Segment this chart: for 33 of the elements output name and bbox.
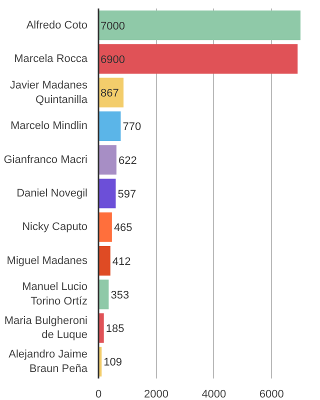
data-label: 353 (110, 289, 130, 302)
data-label: 412 (112, 256, 131, 268)
x-tick-label: 6000 (259, 388, 284, 400)
data-label: 109 (104, 356, 122, 369)
data-label: 597 (118, 188, 136, 200)
data-label: 622 (118, 154, 137, 167)
x-tick-label: 0 (95, 388, 102, 400)
y-tick-label: Maria Bulgheroni de Luque (4, 314, 88, 342)
y-tick-label: Nicky Caputo (22, 221, 88, 234)
y-tick-label: Marcela Rocca (14, 52, 88, 65)
bar (98, 10, 300, 40)
y-tick-label: Javier Madanes Quintanilla (10, 79, 88, 106)
x-tick-label: 4000 (202, 388, 226, 400)
y-tick-label: Alejandro Jaime Braun Peña (8, 348, 88, 375)
bar (98, 44, 298, 74)
bar (98, 111, 121, 142)
data-label: 6900 (100, 54, 126, 66)
data-label: 185 (106, 323, 124, 336)
y-tick-label: Alfredo Coto (26, 19, 88, 32)
data-label: 7000 (100, 20, 126, 32)
y-tick-label: Miguel Madanes (6, 254, 88, 267)
bar (98, 212, 112, 242)
bar (98, 145, 116, 175)
y-tick-label: Gianfranco Macri (4, 154, 88, 166)
bar (98, 246, 110, 276)
y-tick-label: Manuel Lucio Torino Ortíz (22, 281, 88, 308)
data-label: 465 (114, 222, 132, 234)
x-tick-label: 2000 (144, 388, 168, 400)
y-tick-label: Marcelo Mindlin (10, 120, 88, 132)
data-label: 867 (100, 88, 119, 100)
bar (98, 178, 116, 208)
y-tick-label: Daniel Novegil (16, 188, 88, 200)
data-label: 770 (122, 121, 142, 134)
